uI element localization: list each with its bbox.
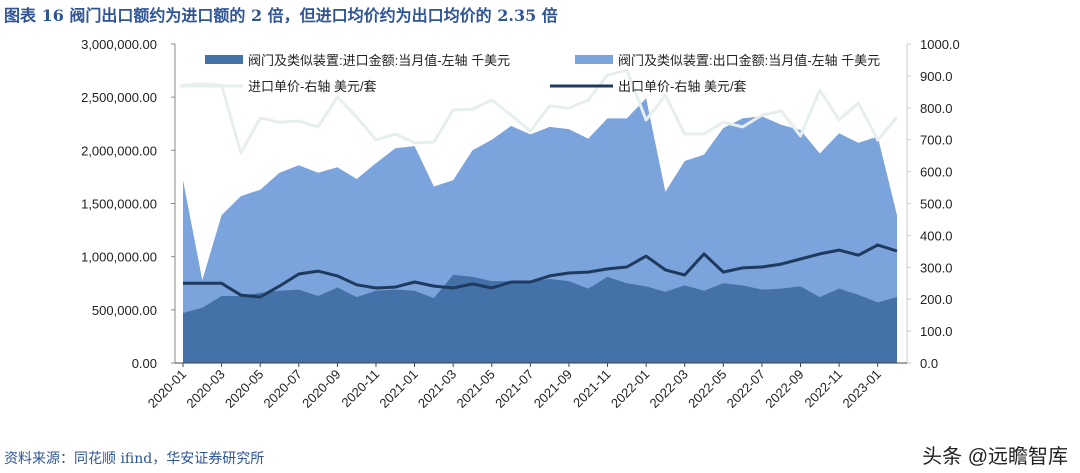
x-tick-label: 2020-01 [145, 367, 189, 411]
export-area-legend-swatch [575, 55, 613, 64]
right-tick-label: 1000.0 [920, 37, 960, 52]
right-tick-label: 600.0 [920, 165, 953, 180]
right-tick-label: 900.0 [920, 69, 953, 84]
x-tick-label: 2021-01 [376, 367, 420, 411]
import-price-line [182, 68, 899, 155]
x-tick-label: 2022-05 [685, 367, 729, 411]
x-tick-label: 2022-11 [802, 367, 846, 411]
x-tick-label: 2020-07 [261, 367, 305, 411]
x-tick-label: 2021-09 [531, 367, 575, 411]
right-tick-label: 0.0 [920, 356, 938, 371]
left-tick-label: 500,000.00 [92, 303, 157, 318]
x-tick-label: 2021-11 [570, 367, 614, 411]
import-area-legend-swatch [205, 55, 243, 64]
left-tick-label: 3,000,000.00 [81, 37, 157, 52]
export-price-line [183, 243, 898, 299]
import-area-legend-label: 阀门及类似装置:进口金额:当月值-左轴 千美元 [248, 53, 510, 68]
chart: 0.00 500,000.00 1,000,000.00 1,500,000.00 2,… [81, 37, 960, 411]
x-tick-label: 2022-01 [608, 367, 652, 411]
export-price-line-legend-label: 出口单价-右轴 美元/套 [618, 79, 747, 94]
watermark: 头条 @远瞻智库 [922, 446, 1068, 468]
x-tick-label: 2020-09 [299, 367, 343, 411]
x-tick-label: 2021-05 [454, 367, 498, 411]
x-tick-label: 2020-03 [183, 367, 227, 411]
left-tick-label: 1,000,000.00 [81, 250, 157, 265]
x-tick-label: 2022-09 [762, 367, 806, 411]
right-tick-label: 800.0 [920, 101, 953, 116]
right-tick-label: 700.0 [920, 133, 953, 148]
left-tick-label: 1,500,000.00 [81, 197, 157, 212]
right-tick-label: 200.0 [920, 292, 953, 307]
right-tick-label: 500.0 [920, 197, 953, 212]
source-note: 资料来源：同花顺 ifind，华安证券研究所 [4, 451, 265, 467]
left-tick-label: 2,500,000.00 [81, 90, 157, 105]
left-tick-label: 2,000,000.00 [81, 143, 157, 158]
x-tick-label: 2021-07 [492, 367, 536, 411]
export-area-legend-label: 阀门及类似装置:出口金额:当月值-左轴 千美元 [618, 53, 880, 68]
right-tick-label: 100.0 [920, 324, 953, 339]
chart-title: 图表 16 阀门出口额约为进口额的 2 倍，但进口均价约为出口均价的 2.35 … [4, 6, 558, 25]
x-tick-label: 2021-03 [415, 367, 459, 411]
x-tick-label: 2022-03 [647, 367, 691, 411]
right-tick-label: 300.0 [920, 260, 953, 275]
import-area [183, 274, 897, 363]
x-tick-label: 2020-11 [338, 367, 382, 411]
x-tick-label: 2020-05 [222, 367, 266, 411]
x-tick-label: 2022-07 [724, 367, 768, 411]
import-price-line-legend-label: 进口单价-右轴 美元/套 [248, 79, 377, 94]
x-tick-label: 2023-01 [839, 367, 883, 411]
left-tick-label: 0.00 [132, 356, 157, 371]
right-tick-label: 400.0 [920, 228, 953, 243]
